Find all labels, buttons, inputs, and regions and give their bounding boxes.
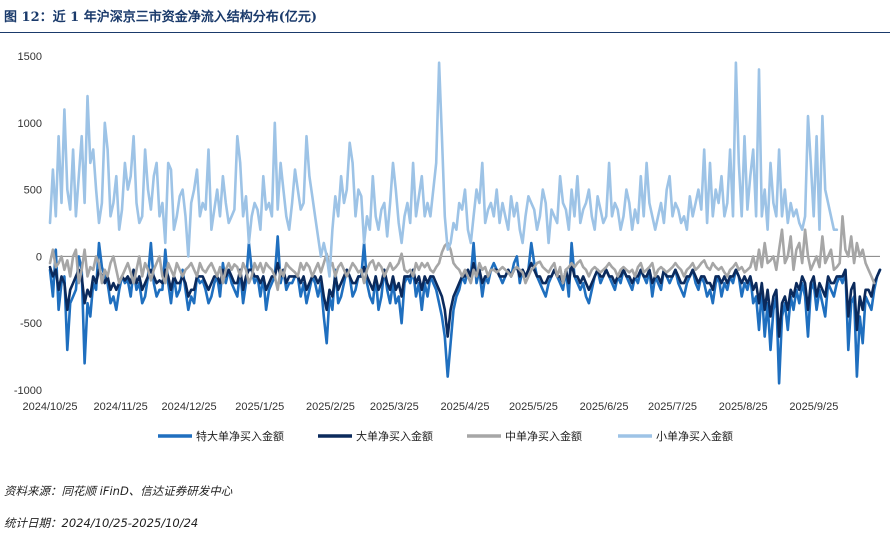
series-layer: [48, 61, 882, 385]
x-tick-label: 2025/6/25: [580, 401, 629, 413]
x-tick-label: 2025/7/25: [648, 401, 697, 413]
x-tick-label: 2025/9/25: [789, 401, 838, 413]
page-title: 图 12：近 1 年沪深京三市资金净流入结构分布(亿元): [4, 10, 318, 25]
x-tick-label: 2025/3/25: [370, 401, 419, 413]
legend-label: 小单净买入金额: [656, 429, 733, 443]
legend-label: 特大单净买入金额: [196, 429, 284, 443]
x-tick-label: 2024/11/25: [94, 401, 148, 413]
x-tick-label: 2025/5/25: [509, 401, 558, 413]
x-tick-label: 2024/10/25: [22, 401, 77, 413]
x-axis: 2024/10/25 2024/11/25 2024/12/25 2025/1/25 2…: [22, 401, 838, 413]
y-tick-label: 1000: [18, 118, 42, 130]
line-chart: -1000 -500 0 500 1000 1500 2024/10/25 2024/11/…: [14, 51, 882, 443]
x-tick-label: 2025/2/25: [306, 401, 355, 413]
series-line-1: [48, 235, 882, 385]
date-range-note: 统计日期：2024/10/25-2025/10/24: [4, 516, 199, 530]
y-tick-label: 500: [24, 185, 42, 197]
x-tick-label: 2025/4/25: [441, 401, 490, 413]
y-tick-label: 1500: [18, 51, 42, 63]
y-tick-label: -1000: [14, 385, 42, 397]
legend-label: 中单净买入金额: [505, 429, 582, 443]
source-note: 资料来源：同花顺 iFinD、信达证券研发中心: [4, 484, 233, 498]
x-tick-label: 2025/1/25: [235, 401, 284, 413]
y-tick-label: -500: [20, 318, 42, 330]
legend: 特大单净买入金额 大单净买入金额 中单净买入金额 小单净买入金额: [158, 429, 733, 443]
y-axis: -1000 -500 0 500 1000 1500: [14, 51, 880, 397]
series-line-3: [48, 215, 876, 292]
series-line-2: [48, 261, 882, 338]
x-tick-label: 2025/8/25: [719, 401, 768, 413]
series-line-4: [48, 61, 839, 278]
y-tick-label: 0: [36, 251, 42, 263]
legend-label: 大单净买入金额: [356, 429, 433, 443]
x-tick-label: 2024/12/25: [162, 401, 217, 413]
title-divider: [0, 32, 890, 33]
